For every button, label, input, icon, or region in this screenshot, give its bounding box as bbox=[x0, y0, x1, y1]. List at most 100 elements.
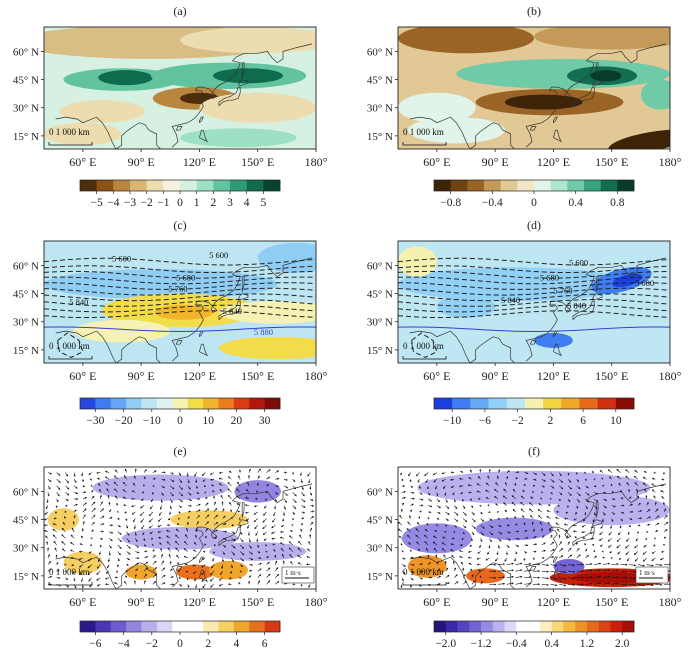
colorbar-swatch bbox=[579, 398, 597, 409]
colorbar-tick-label: 4 bbox=[234, 638, 240, 650]
colorbar-tick-label: 4 bbox=[244, 197, 250, 209]
lon-tick-label: 120° E bbox=[537, 155, 570, 169]
colorbar-swatch bbox=[458, 621, 470, 632]
colorbar-tick-label: 2 bbox=[205, 638, 211, 650]
lat-tick-label: 15° N bbox=[367, 571, 393, 583]
colorbar-swatch bbox=[481, 621, 493, 632]
scale-bar-label: 0 1 000 km bbox=[49, 341, 90, 351]
colorbar-tick-label: 2 bbox=[210, 197, 216, 209]
colorbar-tick-label: 10 bbox=[202, 415, 214, 427]
lat-tick-label: 60° N bbox=[367, 260, 393, 272]
anomaly-area bbox=[209, 561, 248, 580]
anomaly-area bbox=[590, 70, 621, 81]
anomaly-area bbox=[641, 80, 680, 110]
lat-tick-label: 15° N bbox=[13, 571, 39, 583]
lon-tick-label: 180° bbox=[305, 595, 328, 609]
colorbar-swatch bbox=[203, 621, 219, 632]
panel-title-b: (b) bbox=[527, 4, 541, 18]
anomaly-area bbox=[398, 247, 437, 277]
colorbar-swatch bbox=[540, 621, 552, 632]
colorbar-swatch bbox=[249, 398, 265, 409]
colorbar-swatch bbox=[163, 180, 180, 191]
contour-label: 5 680 bbox=[176, 272, 195, 282]
panel-title-a: (a) bbox=[173, 4, 186, 18]
lat-tick-label: 60° N bbox=[367, 486, 393, 498]
anomaly-area bbox=[93, 475, 229, 501]
colorbar-swatch bbox=[505, 621, 517, 632]
colorbar-tick-label: 20 bbox=[231, 415, 243, 427]
colorbar-swatch bbox=[599, 621, 611, 632]
contour-label: 5 600 bbox=[569, 257, 588, 267]
contour-label: 5 760 bbox=[553, 286, 572, 296]
lon-tick-label: 150° E bbox=[595, 369, 628, 383]
colorbar-tick-label: −0.8 bbox=[440, 197, 461, 209]
colorbar-tick-label: −2.0 bbox=[435, 638, 456, 650]
map-panel-f: 1 m·s0 1 000 km bbox=[398, 467, 674, 589]
lat-tick-label: 30° N bbox=[13, 103, 39, 115]
anomaly-area bbox=[60, 100, 145, 123]
colorbar-tick-label: 1 bbox=[194, 197, 200, 209]
lon-tick-label: 90° E bbox=[128, 595, 155, 609]
colorbar-tick-label: −6 bbox=[89, 638, 101, 650]
colorbar-swatch bbox=[528, 621, 540, 632]
reference-vector-label: 1 m·s bbox=[639, 569, 655, 577]
colorbar-tick-label: 0 bbox=[177, 638, 183, 650]
colorbar-swatch bbox=[147, 180, 164, 191]
colorbar-tick-label: −30 bbox=[86, 415, 104, 427]
colorbar-swatch bbox=[616, 398, 634, 409]
colorbar-tick-label: 6 bbox=[580, 415, 586, 427]
colorbar-swatch bbox=[197, 180, 214, 191]
colorbar-swatch bbox=[493, 621, 505, 632]
panel-title-f: (f) bbox=[528, 444, 540, 458]
colorbar-swatch bbox=[587, 621, 599, 632]
lon-tick-label: 60° E bbox=[69, 155, 96, 169]
colorbar-swatch bbox=[265, 398, 281, 409]
colorbar-tick-label: 6 bbox=[262, 638, 268, 650]
anomaly-area bbox=[398, 23, 534, 53]
colorbar-swatch bbox=[80, 398, 96, 409]
colorbar-swatch bbox=[249, 621, 265, 632]
lat-tick-label: 15° N bbox=[367, 345, 393, 357]
lat-tick-label: 45° N bbox=[13, 75, 39, 87]
lon-tick-label: 90° E bbox=[128, 155, 155, 169]
colorbar-swatch bbox=[622, 621, 634, 632]
colorbar-swatch bbox=[180, 180, 197, 191]
lat-tick-label: 60° N bbox=[13, 260, 39, 272]
anomaly-area bbox=[456, 59, 670, 89]
scale-bar-label: 0 1 000 km bbox=[49, 127, 90, 137]
lon-tick-label: 180° bbox=[305, 369, 328, 383]
panel-title-c: (c) bbox=[173, 218, 186, 232]
colorbar-swatch bbox=[484, 180, 501, 191]
scale-bar-label: 0 1 000 km bbox=[49, 567, 90, 577]
colorbar-swatch bbox=[507, 398, 525, 409]
colorbar-tick-label: −1.2 bbox=[471, 638, 492, 650]
lat-tick-label: 15° N bbox=[13, 345, 39, 357]
colorbar-swatch bbox=[470, 398, 488, 409]
colorbar-tick-label: 3 bbox=[227, 197, 233, 209]
lon-tick-label: 60° E bbox=[423, 155, 450, 169]
lon-tick-label: 60° E bbox=[423, 369, 450, 383]
colorbar-swatch bbox=[467, 180, 484, 191]
colorbar-swatch bbox=[130, 180, 147, 191]
colorbar-swatch bbox=[452, 398, 470, 409]
lat-tick-label: 15° N bbox=[13, 131, 39, 143]
colorbar-swatch bbox=[584, 180, 601, 191]
anomaly-area bbox=[180, 128, 297, 147]
colorbar-swatch bbox=[601, 180, 618, 191]
colorbar-tick-label: 2 bbox=[547, 415, 553, 427]
lat-tick-label: 60° N bbox=[13, 46, 39, 58]
lon-tick-label: 90° E bbox=[482, 369, 509, 383]
anomaly-area bbox=[170, 510, 248, 529]
colorbar-tick-label: 0.4 bbox=[568, 197, 583, 209]
colorbar-swatch bbox=[451, 180, 468, 191]
colorbar-swatch bbox=[434, 398, 452, 409]
contour-label: 5 880 bbox=[254, 327, 273, 337]
lon-tick-label: 120° E bbox=[183, 595, 216, 609]
colorbar-swatch bbox=[188, 621, 204, 632]
colorbar-tick-label: −2 bbox=[141, 197, 153, 209]
lon-tick-label: 60° E bbox=[423, 595, 450, 609]
lon-tick-label: 150° E bbox=[595, 595, 628, 609]
colorbar-swatch bbox=[111, 621, 127, 632]
colorbar-swatch bbox=[142, 398, 158, 409]
lat-tick-label: 45° N bbox=[367, 289, 393, 301]
